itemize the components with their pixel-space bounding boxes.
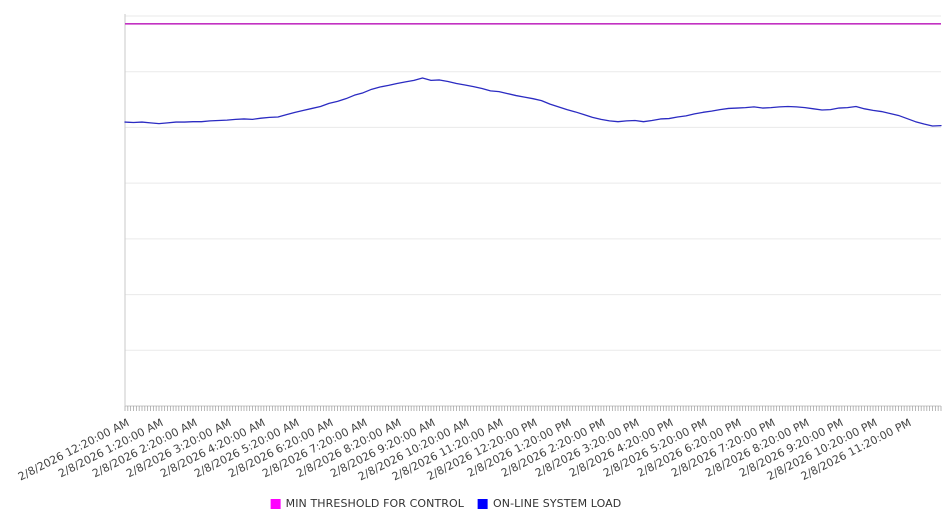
legend-label: ON-LINE SYSTEM LOAD <box>493 497 622 510</box>
x-axis-minor-ticks <box>124 406 942 411</box>
legend-label: MIN THRESHOLD FOR CONTROL <box>285 497 465 510</box>
chart-legend: MIN THRESHOLD FOR CONTROL ON-LINE SYSTEM … <box>270 497 622 510</box>
legend-swatch-icon <box>270 498 281 509</box>
system-load-line <box>124 77 942 127</box>
legend-swatch-icon <box>478 498 489 509</box>
legend-item-min-threshold-for-control[interactable]: MIN THRESHOLD FOR CONTROL <box>270 497 465 510</box>
legend-item-on-line-system-load[interactable]: ON-LINE SYSTEM LOAD <box>478 497 621 510</box>
